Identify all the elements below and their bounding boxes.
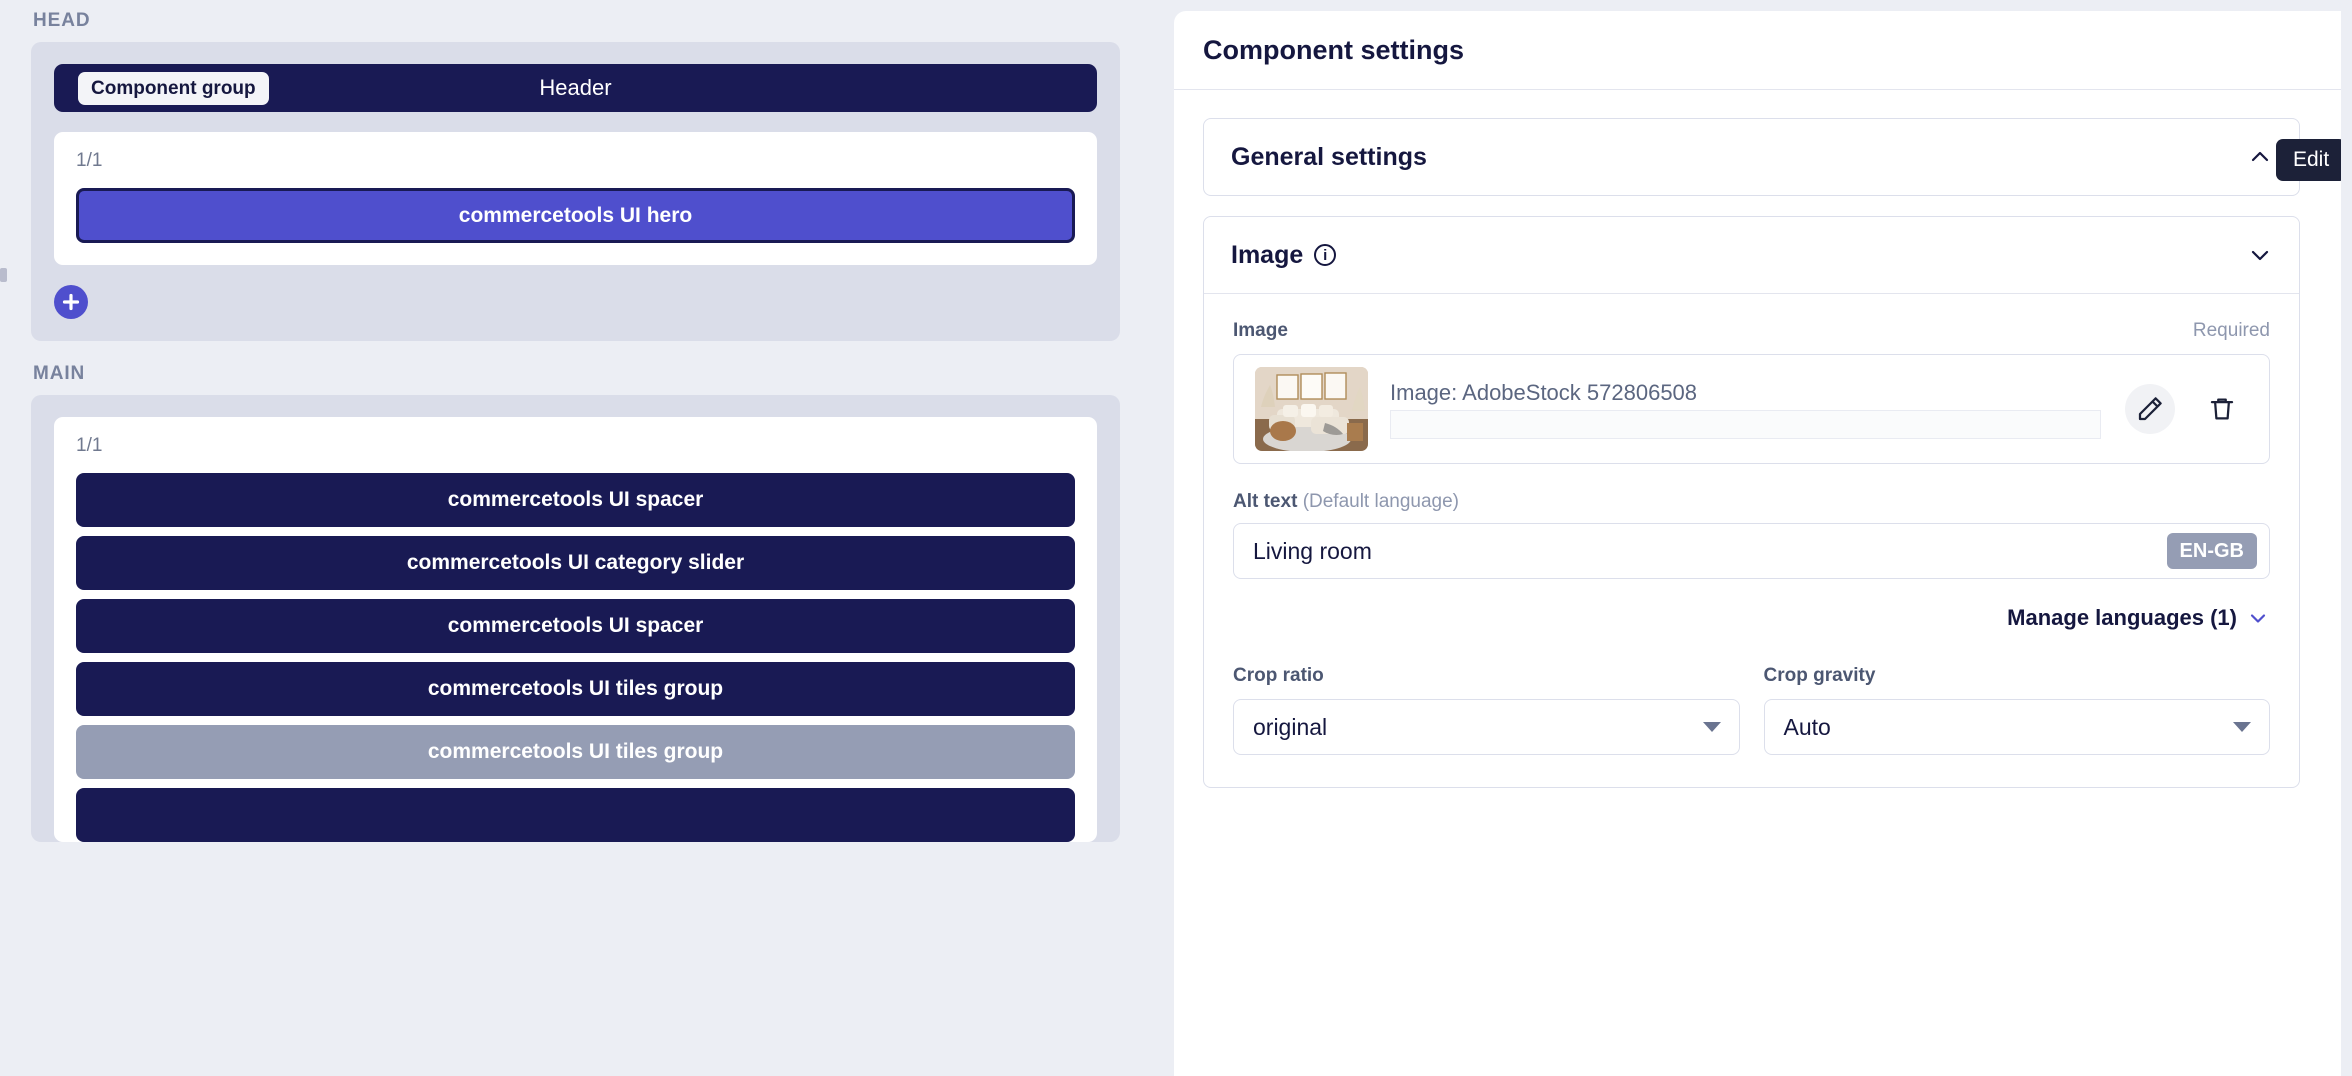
crop-ratio-value: original xyxy=(1253,713,1328,740)
alt-text-input[interactable]: Living room EN-GB xyxy=(1233,523,2270,579)
card-divider xyxy=(1204,293,2299,294)
pencil-icon xyxy=(2138,397,2162,421)
zone-main: 1/1 commercetools UI spacer commercetool… xyxy=(31,395,1120,842)
info-icon[interactable]: i xyxy=(1314,244,1337,266)
crop-gravity-select[interactable]: Auto xyxy=(1763,699,2270,755)
slot-card-main: 1/1 commercetools UI spacer commercetool… xyxy=(54,417,1097,842)
component-item-partial[interactable] xyxy=(76,788,1075,842)
plus-icon xyxy=(62,293,80,311)
edit-tooltip: Edit xyxy=(2276,139,2341,181)
component-list-main: commercetools UI spacer commercetools UI… xyxy=(76,473,1075,842)
component-item-tiles-group-2[interactable]: commercetools UI tiles group xyxy=(76,725,1075,779)
alt-text-field-row: Alt text (Default language) xyxy=(1233,491,2270,513)
pane-resize-handle[interactable] xyxy=(0,268,7,282)
card-image-title: Image i xyxy=(1231,240,1337,270)
card-image-title-text: Image xyxy=(1231,240,1304,269)
image-field-label: Image xyxy=(1233,320,1288,341)
crop-ratio-label: Crop ratio xyxy=(1233,665,1324,686)
image-name-value: Image: AdobeStock 572806508 xyxy=(1390,379,1698,405)
alt-text-label: Alt text (Default language) xyxy=(1233,491,1459,513)
crop-gravity-group: Crop gravity Auto xyxy=(1763,665,2270,755)
zone-head: Component group Header 1/1 commercetools… xyxy=(31,42,1120,341)
image-required-label: Required xyxy=(2192,320,2270,341)
chevron-down-icon xyxy=(2233,722,2251,732)
manage-languages-toggle[interactable]: Manage languages (1) xyxy=(1233,605,2270,631)
crop-ratio-select[interactable]: original xyxy=(1233,699,1740,755)
component-item-label: commercetools UI spacer xyxy=(447,488,704,511)
zone-label-main: MAIN xyxy=(33,363,86,384)
crop-gravity-value: Auto xyxy=(1783,713,1831,740)
component-list-head: commercetools UI hero xyxy=(76,188,1075,243)
image-field-row: Image Required xyxy=(1233,320,2270,342)
component-item-category-slider[interactable]: commercetools UI category slider xyxy=(76,536,1075,590)
card-general-settings-title: General settings xyxy=(1231,142,1427,171)
settings-pane: Component settings General settings xyxy=(1163,0,2341,1076)
delete-image-button[interactable] xyxy=(2197,384,2247,434)
slot-ratio-head: 1/1 xyxy=(76,150,103,171)
zone-label-head: HEAD xyxy=(33,10,91,31)
component-group-bar-head[interactable]: Component group Header xyxy=(54,64,1097,112)
chevron-down-icon[interactable] xyxy=(2247,242,2273,268)
card-general-settings: General settings xyxy=(1203,118,2300,196)
manage-languages-label: Manage languages (1) xyxy=(2007,605,2237,630)
chevron-down-icon xyxy=(2250,614,2266,623)
component-item-label: commercetools UI category slider xyxy=(406,551,745,574)
crop-settings-row: Crop ratio original Crop gravity Auto xyxy=(1233,665,2270,755)
trash-icon xyxy=(2210,398,2234,420)
slot-ratio-main: 1/1 xyxy=(76,435,103,456)
image-name-input-box[interactable] xyxy=(1390,409,2101,439)
card-image-content: Image Required xyxy=(1204,139,2341,787)
image-upload-row: Image: AdobeStock 572806508 xyxy=(1233,354,2270,464)
chevron-down-icon xyxy=(1702,722,1721,732)
add-component-button-head[interactable] xyxy=(54,285,88,319)
component-item-label: commercetools UI spacer xyxy=(447,614,704,637)
settings-panel-body: General settings Image i xyxy=(1174,90,2341,788)
component-item-tiles-group-1[interactable]: commercetools UI tiles group xyxy=(76,662,1075,716)
chevron-up-icon[interactable] xyxy=(2247,144,2273,170)
image-thumbnail[interactable] xyxy=(1255,367,1368,451)
page-title: Component settings xyxy=(1203,34,1464,65)
slot-card-head: 1/1 commercetools UI hero xyxy=(54,132,1097,265)
component-item-hero[interactable]: commercetools UI hero xyxy=(76,188,1075,243)
card-image-header[interactable]: Image i xyxy=(1204,217,2299,293)
crop-gravity-label: Crop gravity xyxy=(1763,665,1876,686)
settings-panel-header: Component settings xyxy=(1174,11,2341,90)
component-group-chip: Component group xyxy=(78,71,269,105)
living-room-thumbnail-graphic xyxy=(1255,367,1368,451)
language-badge[interactable]: EN-GB xyxy=(2166,533,2257,569)
image-name-field[interactable]: Image: AdobeStock 572806508 xyxy=(1390,380,2103,439)
component-item-label: commercetools UI tiles group xyxy=(427,677,724,700)
edit-image-button[interactable] xyxy=(2125,384,2175,434)
settings-panel: Component settings General settings xyxy=(1174,11,2341,1076)
alt-text-value: Living room xyxy=(1253,537,1372,564)
alt-text-label-sub: (Default language) xyxy=(1302,491,1460,512)
component-item-spacer-1[interactable]: commercetools UI spacer xyxy=(76,473,1075,527)
page-structure-pane: HEAD Component group Header 1/1 commerce… xyxy=(0,0,1163,1076)
card-general-settings-header[interactable]: General settings xyxy=(1204,119,2299,195)
component-item-spacer-2[interactable]: commercetools UI spacer xyxy=(76,599,1075,653)
alt-text-label-main: Alt text xyxy=(1233,491,1298,512)
crop-ratio-group: Crop ratio original xyxy=(1233,665,1740,755)
component-item-label: commercetools UI tiles group xyxy=(427,740,724,763)
component-item-label: commercetools UI hero xyxy=(458,203,693,227)
card-image: Image i Image Required xyxy=(1203,139,2341,788)
